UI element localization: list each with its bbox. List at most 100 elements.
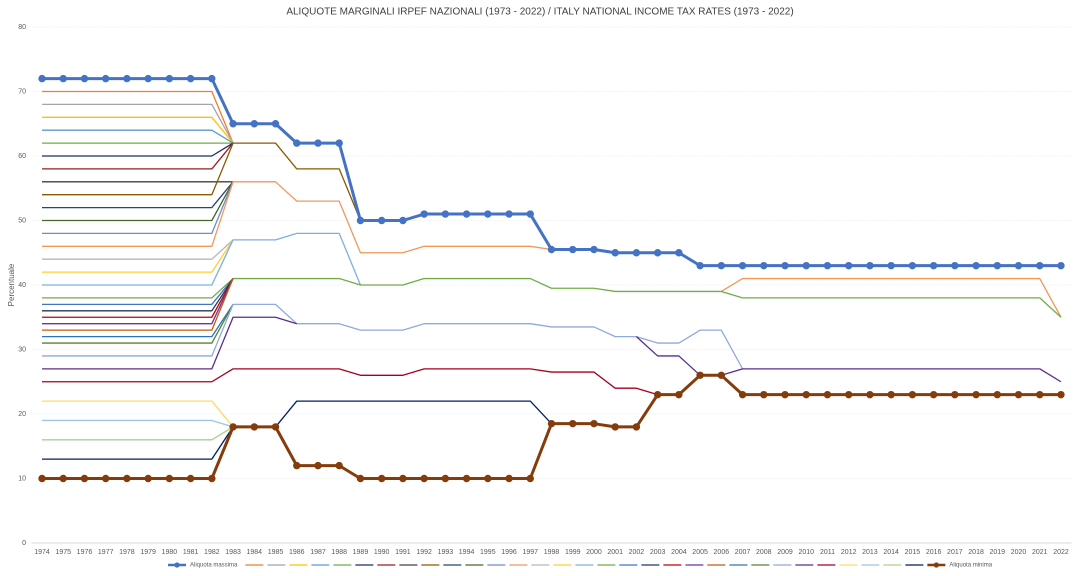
data-point	[1057, 390, 1065, 399]
data-point	[781, 261, 789, 270]
data-point	[569, 245, 577, 254]
data-point	[250, 423, 259, 431]
series-line	[42, 419, 234, 428]
data-point	[951, 390, 959, 399]
data-point	[653, 390, 662, 399]
x-tick-label: 1984	[247, 549, 263, 556]
series-line	[42, 239, 234, 260]
series-line	[42, 129, 234, 144]
legend-marker	[174, 562, 180, 568]
data-point	[293, 139, 301, 147]
data-point	[760, 390, 768, 399]
y-tick-label: 80	[18, 24, 26, 31]
series-line	[42, 232, 362, 286]
data-point	[38, 474, 46, 483]
data-point	[1014, 261, 1023, 270]
series-line	[42, 303, 234, 338]
legend-label: Aliquota minima	[949, 563, 992, 569]
x-tick-label: 1979	[140, 549, 156, 556]
data-point	[526, 474, 534, 483]
data-point	[123, 474, 131, 483]
y-tick-label: 20	[18, 411, 26, 418]
data-point	[377, 216, 386, 225]
data-point	[569, 419, 577, 428]
x-tick-label: 2013	[862, 549, 878, 556]
x-tick-label: 2019	[990, 549, 1006, 556]
data-point	[186, 474, 195, 483]
data-point	[675, 390, 683, 399]
x-tick-label: 1981	[183, 549, 199, 556]
data-point	[866, 261, 874, 270]
data-point	[271, 423, 280, 431]
x-tick-label: 1996	[501, 549, 517, 556]
series-line	[42, 304, 234, 344]
x-tick-label: 1978	[119, 549, 135, 556]
data-point	[38, 74, 46, 83]
data-point	[632, 249, 641, 257]
data-point	[505, 210, 513, 218]
data-point	[802, 261, 810, 270]
y-tick-label: 60	[18, 153, 26, 160]
data-point	[314, 139, 322, 147]
x-tick-label: 2011	[820, 549, 835, 556]
data-point	[972, 390, 980, 399]
x-tick-label: 1982	[204, 549, 220, 556]
data-point	[335, 139, 343, 147]
x-tick-label: 2005	[692, 549, 708, 556]
data-point	[802, 390, 810, 399]
series-line	[42, 181, 234, 209]
data-point	[632, 423, 641, 431]
x-tick-label: 1975	[55, 549, 71, 556]
x-tick-label: 2018	[968, 549, 984, 556]
data-point	[102, 474, 110, 483]
x-tick-label: 1976	[77, 549, 93, 556]
data-point	[80, 74, 89, 83]
data-point	[611, 423, 619, 431]
series-line	[42, 400, 234, 428]
data-point	[887, 390, 895, 399]
data-point	[250, 120, 259, 128]
data-point	[845, 390, 853, 399]
x-tick-label: 1980	[162, 549, 178, 556]
data-point	[314, 461, 322, 470]
series-line	[42, 278, 234, 312]
y-tick-label: 0	[22, 540, 26, 547]
data-point	[866, 390, 874, 399]
x-tick-label: 1999	[565, 549, 581, 556]
data-point	[144, 474, 152, 483]
data-point	[823, 261, 832, 270]
data-point	[1014, 390, 1023, 399]
x-tick-label: 1995	[480, 549, 496, 556]
data-point	[781, 390, 789, 399]
x-tick-label: 1991	[395, 549, 411, 556]
data-point	[271, 120, 280, 128]
data-point	[760, 261, 768, 270]
x-tick-label: 1992	[416, 549, 432, 556]
y-tick-label: 70	[18, 88, 26, 95]
data-point	[696, 261, 704, 270]
data-point	[738, 261, 747, 270]
series-line	[42, 181, 234, 222]
series-line	[42, 142, 362, 221]
x-tick-label: 2008	[756, 549, 772, 556]
data-point	[59, 474, 67, 483]
x-tick-label: 1974	[34, 549, 50, 556]
y-tick-label: 10	[18, 475, 26, 482]
x-tick-label: 2001	[607, 549, 623, 556]
data-point	[293, 461, 301, 470]
data-point	[356, 474, 365, 483]
x-tick-label: 2012	[841, 549, 857, 556]
data-point	[144, 74, 152, 83]
data-point	[505, 474, 513, 483]
series-line	[42, 90, 234, 144]
series-line	[42, 426, 234, 441]
series-line	[42, 142, 234, 157]
data-point	[399, 216, 407, 225]
data-point	[229, 120, 237, 128]
data-point	[1036, 390, 1044, 399]
data-point	[441, 474, 450, 483]
data-point	[547, 419, 556, 428]
data-point	[165, 474, 174, 483]
